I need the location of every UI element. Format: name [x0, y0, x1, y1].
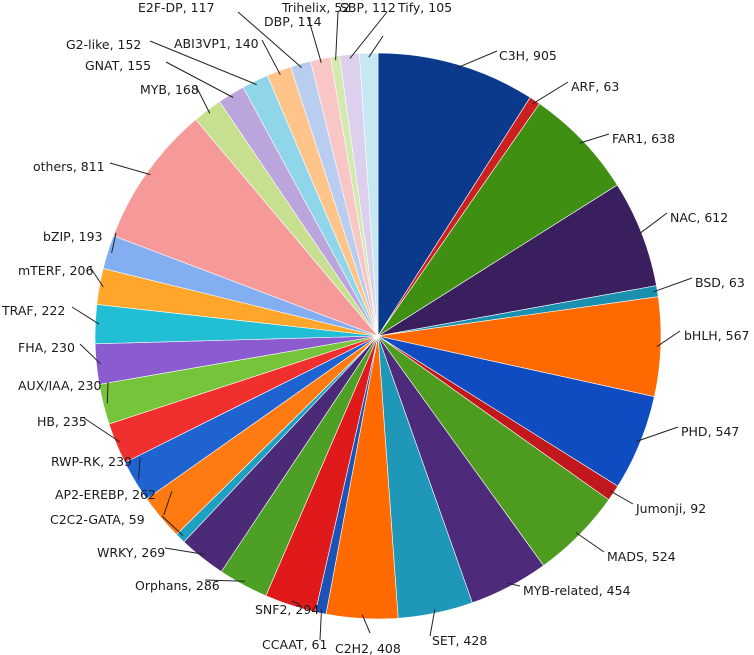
leader-line: [361, 614, 371, 634]
pie-slices: [94, 52, 662, 620]
slice-label: BSD, 63: [695, 275, 745, 290]
leader-line: [637, 212, 668, 236]
leader-line: [237, 11, 303, 68]
leader-line: [83, 417, 121, 443]
leader-lines: [71, 11, 693, 641]
leader-line: [335, 11, 339, 61]
leader-line: [138, 457, 141, 480]
slice-label: C2C2-GATA, 59: [50, 512, 145, 527]
slice-label: NAC, 612: [670, 210, 728, 225]
slice-label: MADS, 524: [607, 549, 676, 564]
slice-label: TRAF, 222: [1, 303, 65, 318]
slice-label: G2-like, 152: [66, 37, 141, 52]
slice-label: RWP-RK, 239: [51, 454, 132, 469]
leader-line: [161, 515, 184, 536]
slice-label: AUX/IAA, 230: [18, 378, 101, 393]
leader-line: [71, 306, 100, 325]
leader-line: [575, 532, 605, 553]
pie-slice-tify: [359, 52, 379, 337]
leader-line: [195, 85, 211, 114]
leader-line: [579, 133, 610, 144]
slice-label: WRKY, 269: [97, 545, 165, 560]
leader-line: [532, 81, 569, 105]
leader-line: [656, 330, 681, 348]
leader-line: [349, 11, 388, 59]
pie-slice-far1: [377, 103, 618, 337]
slice-label: FHA, 230: [18, 340, 75, 355]
leader-line: [163, 490, 173, 515]
leader-line: [319, 609, 322, 641]
leader-line: [89, 266, 104, 288]
leader-line: [609, 490, 634, 505]
slice-label: MYB, 168: [140, 82, 199, 97]
slice-label: mTERF, 206: [18, 263, 93, 278]
slice-label: DBP, 114: [264, 14, 322, 29]
leader-line: [204, 579, 245, 582]
slice-label: SBP, 112: [340, 0, 396, 15]
slice-label: C2H2, 408: [335, 641, 401, 655]
leader-line: [165, 61, 234, 98]
slice-label: Orphans, 286: [135, 578, 220, 593]
slice-label: HB, 235: [37, 414, 87, 429]
leader-line: [368, 35, 384, 58]
slice-label: PHD, 547: [681, 424, 739, 439]
slice-label: CCAAT, 61: [262, 637, 327, 652]
slice-label: Trihelix, 52: [281, 0, 350, 15]
leader-line: [507, 582, 521, 587]
slice-label: SET, 428: [432, 633, 487, 648]
slice-label: AP2-EREBP, 262: [55, 487, 156, 502]
slice-label: MYB-related, 454: [523, 583, 631, 598]
slice-label: Jumonji, 92: [635, 501, 706, 516]
slice-label: bZIP, 193: [43, 229, 103, 244]
leader-line: [261, 39, 281, 75]
slice-label: others, 811: [33, 159, 105, 174]
leader-line: [164, 547, 205, 555]
leader-line: [106, 381, 109, 404]
leader-line: [636, 426, 679, 442]
slice-label: ABI3VP1, 140: [174, 36, 259, 51]
pie-slice-others: [112, 119, 379, 337]
leader-line: [429, 609, 436, 637]
leader-line: [456, 50, 498, 69]
leader-line: [111, 232, 117, 254]
leader-line: [79, 343, 101, 365]
slice-label: E2F-DP, 117: [138, 0, 215, 15]
pie-slice-c3h: [377, 52, 531, 338]
slice-label: FAR1, 638: [612, 131, 675, 146]
leader-line: [149, 40, 257, 86]
leader-line: [307, 16, 322, 63]
slice-label: Tify, 105: [397, 0, 452, 15]
slice-label: GNAT, 155: [85, 58, 151, 73]
slice-label: bHLH, 567: [684, 328, 750, 343]
leader-line: [653, 277, 693, 293]
leader-line: [109, 162, 151, 176]
slice-label: ARF, 63: [571, 79, 619, 94]
slice-label: C3H, 905: [499, 48, 557, 63]
slice-label: SNF2, 294: [255, 602, 319, 617]
leader-line: [291, 600, 301, 605]
